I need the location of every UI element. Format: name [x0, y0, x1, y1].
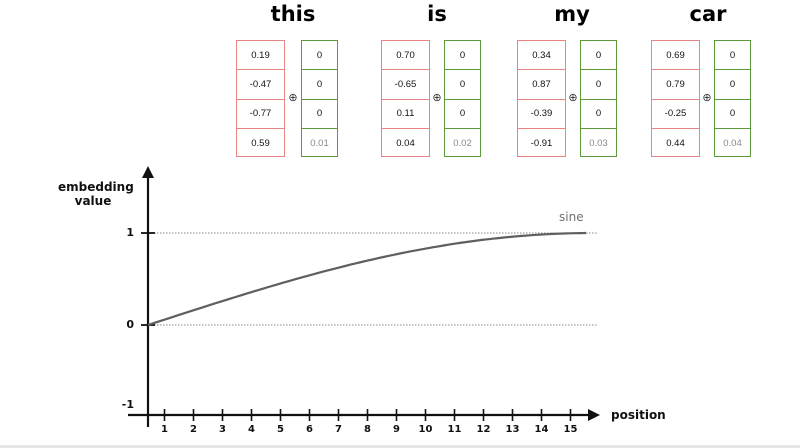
positional-value: 0 [302, 41, 337, 71]
positional-vector-this: 0 0 0 0.01 [301, 40, 338, 157]
embedding-vector-car: 0.69 0.79 -0.25 0.44 [651, 40, 700, 157]
embedding-value: 0.69 [652, 41, 699, 71]
embedding-value: 0.04 [396, 137, 415, 149]
embedding-value: 0.59 [251, 137, 270, 149]
embedding-vector-is: 0.70 -0.65 0.11 0.04 [381, 40, 430, 157]
x-tick-label: 4 [248, 424, 255, 435]
x-tick-label: 3 [219, 424, 226, 435]
y-axis-arrow-icon [142, 166, 154, 178]
positional-value: 0 [715, 100, 750, 129]
embedding-value: 0.44 [666, 137, 685, 149]
positional-value: 0 [715, 41, 750, 71]
positional-value: 0 [581, 41, 616, 71]
token-word-this: this [270, 2, 316, 26]
bottom-divider [0, 445, 800, 448]
token-word-car: car [689, 2, 727, 26]
x-tick-label: 9 [393, 424, 400, 435]
y-axis-label-line2: value [74, 194, 112, 208]
x-tick-label: 15 [563, 424, 578, 435]
y-axis-label-line1: embedding [58, 180, 134, 194]
positional-value: 0 [445, 70, 480, 100]
y-tick-label-neg1: -1 [121, 398, 134, 411]
embedding-value: -0.25 [652, 100, 699, 129]
x-tick-label: 5 [277, 424, 284, 435]
positional-vector-car: 0 0 0 0.04 [714, 40, 751, 157]
x-tick-label: 2 [190, 424, 197, 435]
embedding-value: -0.47 [237, 70, 284, 100]
positional-value: 0 [445, 41, 480, 71]
token-word-is: is [427, 2, 447, 26]
add-operator-icon: ⊕ [702, 92, 712, 104]
positional-vector-my: 0 0 0 0.03 [580, 40, 617, 157]
positional-value: 0.01 [310, 137, 329, 149]
x-axis-arrow-icon [588, 409, 600, 421]
positional-value: 0 [302, 70, 337, 100]
x-tick-label: 8 [364, 424, 371, 435]
positional-value: 0 [445, 100, 480, 129]
embedding-value: 0.34 [518, 41, 565, 71]
positional-value: 0.04 [723, 137, 742, 149]
embedding-value: 0.70 [382, 41, 429, 71]
embedding-value: 0.19 [237, 41, 284, 71]
x-tick-label: 12 [476, 424, 491, 435]
embedding-value: 0.87 [518, 70, 565, 100]
positional-value: 0 [581, 70, 616, 100]
sine-curve [147, 231, 587, 327]
add-operator-icon: ⊕ [288, 92, 298, 104]
add-operator-icon: ⊕ [568, 92, 578, 104]
embedding-vector-my: 0.34 0.87 -0.39 -0.91 [517, 40, 566, 157]
y-tick-label-0: 0 [126, 318, 134, 331]
token-word-my: my [554, 2, 590, 26]
x-tick-label: 6 [306, 424, 313, 435]
x-tick-label: 7 [335, 424, 342, 435]
embedding-value: -0.77 [237, 100, 284, 129]
positional-value: 0.02 [453, 137, 472, 149]
positional-value: 0 [302, 100, 337, 129]
embedding-value: -0.65 [382, 70, 429, 100]
y-tick-label-1: 1 [126, 226, 134, 239]
x-tick-marks [163, 409, 572, 421]
y-axis-label: embedding value [58, 180, 134, 208]
x-tick-label: 10 [418, 424, 433, 435]
positional-value: 0 [581, 100, 616, 129]
embedding-vector-this: 0.19 -0.47 -0.77 0.59 [236, 40, 285, 157]
embedding-value: 0.79 [652, 70, 699, 100]
embedding-value: -0.39 [518, 100, 565, 129]
positional-vector-is: 0 0 0 0.02 [444, 40, 481, 157]
embedding-value: 0.11 [382, 100, 429, 129]
x-tick-label: 14 [534, 424, 549, 435]
x-tick-label: 13 [505, 424, 520, 435]
x-axis-label: position [611, 408, 666, 422]
positional-value: 0 [715, 70, 750, 100]
curve-label: sine [559, 210, 584, 224]
x-tick-label: 1 [161, 424, 168, 435]
x-tick-label: 11 [447, 424, 462, 435]
add-operator-icon: ⊕ [432, 92, 442, 104]
embedding-value: -0.91 [530, 137, 553, 149]
positional-value: 0.03 [589, 137, 608, 149]
